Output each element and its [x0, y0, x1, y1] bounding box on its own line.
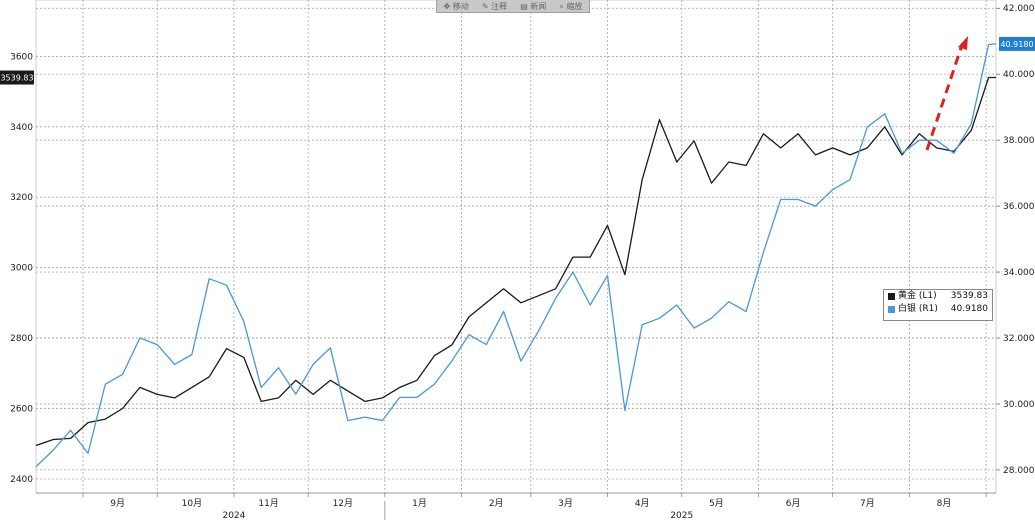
x-month-label: 5月 — [709, 498, 724, 509]
silver-last-value-tag — [999, 36, 1035, 51]
y-right-tick-label: 40.0000 — [1003, 70, 1035, 80]
toolbar-zoom[interactable]: ⌕ 缩放 — [559, 1, 583, 11]
x-year-label: 2024 — [222, 511, 245, 520]
y-right-tick-label: 38.0000 — [1003, 136, 1035, 146]
legend-item-silver: 白银 (R1) 40.9180 — [884, 303, 992, 316]
x-month-label: 7月 — [860, 498, 875, 509]
series-lines — [35, 43, 997, 468]
y-left-tick-label: 3000 — [10, 264, 33, 274]
y-right-tick-label: 32.0000 — [1003, 334, 1035, 344]
y-left-tick-label: 2800 — [10, 334, 33, 344]
y-right-tick-label: 30.0000 — [1003, 400, 1035, 410]
series-line-silver — [35, 43, 997, 468]
legend-label-silver: 白银 (R1) — [898, 304, 938, 314]
x-month-label: 4月 — [635, 498, 650, 509]
y-right-tick-label: 34.0000 — [1003, 268, 1035, 278]
y-right-tick-label: 36.0000 — [1003, 202, 1035, 212]
x-month-label: 11月 — [258, 498, 278, 509]
annotation — [925, 36, 968, 151]
x-month-label: 10月 — [182, 498, 202, 509]
y-left-tick-label: 2400 — [10, 475, 33, 485]
y-left-tick-label: 2600 — [10, 404, 33, 414]
x-month-label: 9月 — [110, 498, 125, 509]
toolbar-annotate[interactable]: ✎ 注释 — [481, 1, 508, 11]
x-month-label: 1月 — [412, 498, 427, 509]
x-month-label: 3月 — [558, 498, 573, 509]
y-left-tick-label: 3400 — [10, 123, 33, 133]
gold-last-value-tag — [0, 70, 34, 85]
legend-item-gold: 黄金 (L1) 3539.83 — [884, 290, 992, 303]
toolbar-news[interactable]: ▤ 新闻 — [520, 1, 547, 11]
trend-arrow-shaft — [925, 44, 964, 151]
silver-last-value-text: 40.9180 — [1000, 40, 1033, 49]
y-left-tick-label: 3600 — [10, 52, 33, 62]
legend-value-silver: 40.9180 — [950, 304, 988, 314]
axes: 2400 2600 2800 3000 3200 3400 3600 28.0000 30.00… — [0, 4, 1035, 520]
legend-value-gold: 3539.83 — [950, 291, 988, 301]
grid — [35, 0, 997, 494]
chart-legend: 黄金 (L1) 3539.83 白银 (R1) 40.9180 — [883, 289, 993, 321]
y-right-tick-label: 28.0000 — [1003, 466, 1035, 476]
chart-toolbar: ✥ 移动 ✎ 注释 ▤ 新闻 ⌕ 缩放 — [436, 0, 590, 13]
toolbar-move[interactable]: ✥ 移动 — [443, 1, 469, 11]
trend-arrow-head — [958, 36, 968, 50]
legend-label-gold: 黄金 (L1) — [898, 291, 937, 301]
y-left-tick-label: 3200 — [10, 193, 33, 203]
x-year-label: 2025 — [670, 511, 693, 520]
y-right-tick-label: 42.0000 — [1003, 4, 1035, 14]
x-month-label: 8月 — [937, 498, 952, 509]
legend-swatch-gold — [888, 293, 895, 300]
x-month-label: 12月 — [333, 498, 353, 509]
x-month-label: 6月 — [786, 498, 801, 509]
gold-last-value-text: 3539.83 — [0, 74, 33, 83]
legend-swatch-silver — [888, 306, 895, 313]
x-month-label: 2月 — [489, 498, 504, 509]
series-line-gold — [35, 76, 996, 447]
